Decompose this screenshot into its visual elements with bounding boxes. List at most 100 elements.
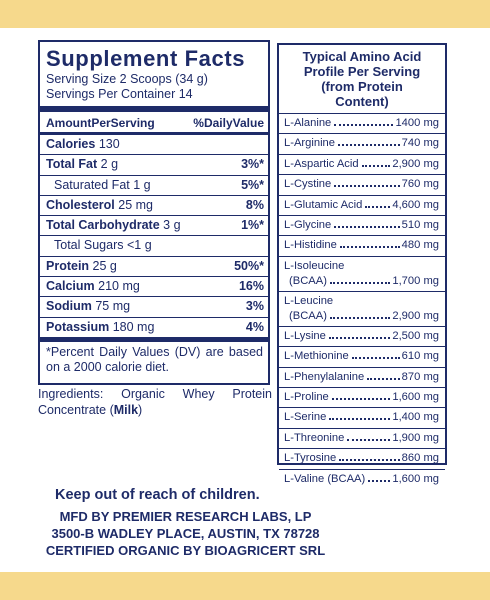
amino-name: L-Methionine xyxy=(284,350,349,363)
amino-name: L-Glycine xyxy=(284,219,332,232)
amino-amount: 480 mg xyxy=(401,239,439,252)
nutrient-amount: <1 g xyxy=(126,238,152,253)
amino-name: L-Glutamic Acid xyxy=(284,198,363,211)
nutrient-amount: 2 g xyxy=(100,157,119,172)
amino-line: (BCAA) 2,900 mg xyxy=(284,309,439,324)
warning: Keep out of reach of children. xyxy=(55,487,260,503)
amino-profile-panel: Typical Amino Acid Profile Per Serving (… xyxy=(277,43,447,485)
amino-amount: 760 mg xyxy=(401,178,439,191)
amino-amount: 510 mg xyxy=(401,219,439,232)
amount-header: AmountPerServing xyxy=(46,116,155,130)
nutrient-name: Total Fat xyxy=(46,157,98,172)
amino-amount: 610 mg xyxy=(401,350,439,363)
dot-leader xyxy=(339,459,400,462)
amino-amount: 870 mg xyxy=(401,370,439,383)
amino-name: L-Histidine xyxy=(284,239,337,252)
facts-row: Total Sugars <1 g xyxy=(40,236,268,257)
nutrient-name: Total Sugars xyxy=(54,238,124,253)
dot-leader xyxy=(328,336,391,339)
nutrient: Calcium 210 mg xyxy=(46,277,140,296)
amino-list: L-Alanine 1400 mg L-Arginine 740 mg L-Aspart… xyxy=(279,114,445,489)
daily-value: 3%* xyxy=(241,157,264,172)
nutrient-amount: 25 mg xyxy=(118,197,153,212)
supplement-facts-panel: Supplement Facts Serving Size 2 Scoops (… xyxy=(38,40,270,385)
amino-name: L-Tyrosine xyxy=(284,452,337,465)
nutrient-amount: 75 mg xyxy=(95,299,131,314)
amino-name: L-Threonine xyxy=(284,431,345,444)
amino-name: L-Aspartic Acid xyxy=(284,157,359,170)
amino-item: L-Arginine 740 mg xyxy=(279,134,445,155)
amino-item: L-Alanine 1400 mg xyxy=(279,114,445,135)
facts-row: Potassium 180 mg 4% xyxy=(40,318,268,342)
amino-name: L-Alanine xyxy=(284,117,332,129)
servings-per-container: Servings Per Container 14 xyxy=(46,87,193,101)
amino-amount: 740 mg xyxy=(401,137,439,150)
facts-row: Calcium 210 mg 16% xyxy=(40,277,268,298)
daily-value: 1%* xyxy=(241,218,264,233)
amino-amount: 2,900 mg xyxy=(392,157,439,170)
dot-leader xyxy=(334,124,394,126)
facts-header: AmountPerServing %DailyValue xyxy=(40,112,268,135)
amino-amount: 2,900 mg xyxy=(392,309,439,322)
amino-item: L-Histidine 480 mg xyxy=(279,236,445,257)
amino-name: L-Cystine xyxy=(284,178,332,191)
serving-size: Serving Size 2 Scoops (34 g) xyxy=(46,72,208,86)
facts-row: Total Carbohydrate 3 g 1%* xyxy=(40,216,268,237)
amino-name: L-Serine xyxy=(284,411,327,424)
amino-amount: 4,600 mg xyxy=(392,198,439,211)
dot-leader xyxy=(367,377,400,380)
nutrient-amount: 180 mg xyxy=(112,319,155,334)
facts-row: Total Fat 2 g 3%* xyxy=(40,155,268,176)
dv-header: %DailyValue xyxy=(193,116,264,130)
footer-lines: MFD BY PREMIER RESEARCH LABS, LP 3500-B W… xyxy=(18,508,353,559)
dot-leader xyxy=(334,226,400,229)
facts-row: Calories 130 xyxy=(40,135,268,156)
ingredients-close: ) xyxy=(138,403,143,417)
nutrient-name: Total Carbohydrate xyxy=(46,218,160,233)
dot-leader xyxy=(368,479,391,482)
allergen: Milk xyxy=(113,403,139,417)
facts-row: Cholesterol 25 mg 8% xyxy=(40,196,268,217)
dot-leader xyxy=(329,316,391,319)
amino-item: L-Phenylalanine 870 mg xyxy=(279,368,445,389)
daily-value: 16% xyxy=(238,279,264,294)
amino-item: L-Aspartic Acid 2,900 mg xyxy=(279,155,445,176)
nutrient-name: Cholesterol xyxy=(46,197,115,212)
ingredients-text: Ingredients: Organic Whey Protein Concen… xyxy=(38,387,272,417)
dot-leader xyxy=(339,246,400,249)
amino-amount: 1,400 mg xyxy=(392,411,439,424)
amino-name: L-Arginine xyxy=(284,137,335,150)
daily-value: 50%* xyxy=(234,258,264,273)
nutrient-name: Saturated Fat xyxy=(54,177,130,192)
nutrient-amount: 210 mg xyxy=(98,279,140,294)
nutrient: Cholesterol 25 mg xyxy=(46,196,153,215)
footnote: *Percent Daily Values (DV) are based on … xyxy=(46,344,263,374)
nutrient-name: Calcium xyxy=(46,279,95,294)
nutrient: Potassium 180 mg xyxy=(46,318,154,337)
nutrient: Total Fat 2 g xyxy=(46,155,118,174)
amino-amount: 1,600 mg xyxy=(392,391,439,404)
amino-item: L-Threonine 1,900 mg xyxy=(279,429,445,450)
amino-amount: 2,500 mg xyxy=(392,329,439,342)
nutrient-amount: 1 g xyxy=(133,177,151,192)
top-band xyxy=(0,0,490,28)
facts-row: Protein 25 g 50%* xyxy=(40,257,268,278)
amino-item: L-Isoleucine (BCAA) 1,700 mg xyxy=(279,257,445,292)
amino-item: L-Proline 1,600 mg xyxy=(279,388,445,409)
amino-item: L-Glutamic Acid 4,600 mg xyxy=(279,196,445,217)
amino-name: L-Lysine xyxy=(284,329,326,342)
dot-leader xyxy=(365,205,391,208)
nutrient-name: Sodium xyxy=(46,299,92,314)
facts-row: Saturated Fat 1 g 5%* xyxy=(40,176,268,196)
dot-leader xyxy=(338,144,400,147)
nutrient-amount: 25 g xyxy=(92,258,117,273)
amino-qualifier: (BCAA) xyxy=(289,274,327,287)
amino-amount: 1,900 mg xyxy=(392,431,439,444)
nutrient: Saturated Fat 1 g xyxy=(46,176,151,195)
amino-line: (BCAA) 1,700 mg xyxy=(284,274,439,289)
nutrient-amount: 3 g xyxy=(163,218,181,233)
bottom-band xyxy=(0,572,490,600)
amino-name: L-Phenylalanine xyxy=(284,370,365,383)
amino-amount: 1,600 mg xyxy=(392,472,439,485)
